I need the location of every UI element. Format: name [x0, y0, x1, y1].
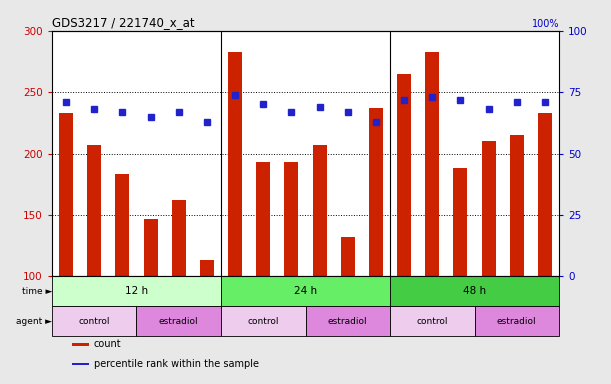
Bar [59, 113, 73, 276]
Bar [510, 135, 524, 276]
Text: 48 h: 48 h [463, 286, 486, 296]
Text: 100%: 100% [532, 20, 559, 30]
Bar [453, 168, 467, 276]
Text: control: control [247, 317, 279, 326]
Bar [256, 162, 270, 276]
Text: GDS3217 / 221740_x_at: GDS3217 / 221740_x_at [52, 16, 194, 29]
Text: 12 h: 12 h [125, 286, 148, 296]
Bar [221, 306, 306, 336]
Text: control: control [78, 317, 110, 326]
Text: estradiol: estradiol [159, 317, 199, 326]
Bar [144, 218, 158, 276]
Text: control: control [417, 317, 448, 326]
Bar [538, 113, 552, 276]
Bar [172, 200, 186, 276]
Bar [369, 108, 383, 276]
Bar [284, 162, 298, 276]
Bar [306, 306, 390, 336]
Bar [341, 237, 355, 276]
Bar [136, 306, 221, 336]
Bar [313, 145, 327, 276]
Bar [52, 276, 221, 306]
Bar [475, 306, 559, 336]
Bar [228, 51, 242, 276]
Bar [397, 74, 411, 276]
Bar [200, 260, 214, 276]
Text: percentile rank within the sample: percentile rank within the sample [93, 359, 258, 369]
Bar [221, 276, 390, 306]
Bar [390, 276, 559, 306]
Text: estradiol: estradiol [497, 317, 536, 326]
Text: agent ►: agent ► [16, 317, 52, 326]
Text: time ►: time ► [21, 287, 52, 296]
Bar [390, 306, 475, 336]
Bar [72, 362, 89, 365]
Bar [481, 141, 496, 276]
Text: count: count [93, 339, 121, 349]
Bar [115, 174, 130, 276]
Bar [87, 145, 101, 276]
Bar [425, 51, 439, 276]
Text: 24 h: 24 h [294, 286, 317, 296]
Bar [72, 343, 89, 346]
Bar [52, 306, 136, 336]
Text: estradiol: estradiol [328, 317, 368, 326]
